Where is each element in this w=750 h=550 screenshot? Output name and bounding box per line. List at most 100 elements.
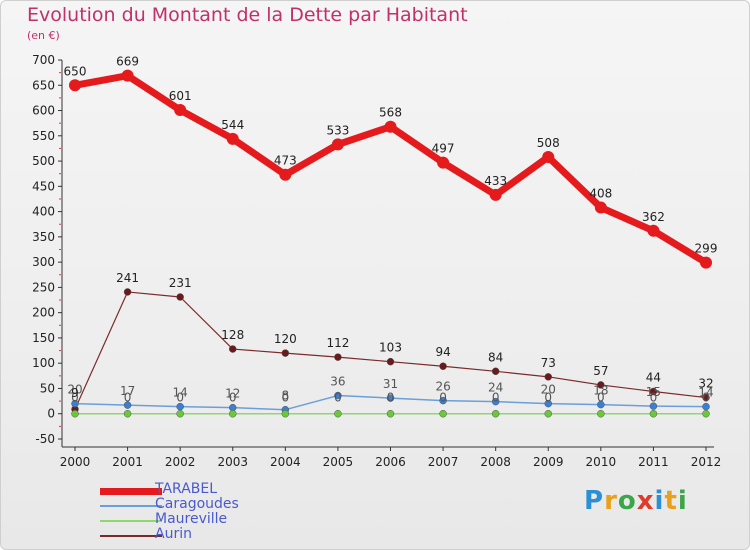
proxiti-logo: Proxiti: [584, 486, 688, 516]
data-point-tarabel: [489, 188, 502, 201]
x-tick-label: 2009: [533, 455, 564, 469]
data-label-tarabel: 601: [169, 89, 192, 103]
data-point-maureville: [386, 409, 395, 418]
x-tick-label: 2002: [165, 455, 196, 469]
data-point-aurin: [334, 353, 342, 361]
logo-letter: o: [617, 486, 637, 516]
data-point-maureville: [71, 409, 79, 418]
logo-letter: i: [677, 486, 688, 516]
data-label-aurin: 120: [274, 332, 297, 346]
data-label-tarabel: 433: [484, 174, 507, 188]
data-point-caragoudes: [386, 394, 395, 402]
data-label-aurin: 57: [593, 364, 608, 378]
data-point-tarabel: [542, 151, 555, 164]
y-tick-label: 450: [32, 179, 55, 193]
data-label-caragoudes: 14: [698, 386, 713, 400]
data-point-aurin: [281, 349, 290, 357]
data-point-aurin: [597, 381, 605, 389]
data-point-tarabel: [331, 138, 344, 151]
data-point-aurin: [439, 362, 447, 370]
data-label-tarabel: 362: [642, 210, 665, 224]
data-label-aurin: 231: [169, 276, 192, 290]
y-tick-label: 250: [32, 280, 55, 294]
series-line-tarabel: [71, 72, 710, 267]
data-label-maureville: 0: [597, 391, 605, 405]
y-tick-label: 300: [32, 255, 55, 269]
chart-title: Evolution du Montant de la Dette par Hab…: [27, 4, 468, 26]
y-tick-label: -50: [35, 432, 55, 446]
y-tick-label: 500: [32, 154, 55, 168]
data-point-caragoudes: [649, 402, 658, 410]
data-label-caragoudes: 20: [67, 383, 82, 397]
data-label-tarabel: 568: [379, 106, 402, 120]
y-tick-label: 50: [40, 381, 55, 395]
data-point-maureville: [491, 409, 500, 418]
data-label-maureville: 0: [492, 391, 500, 405]
data-point-caragoudes: [334, 391, 342, 400]
data-label-caragoudes: 31: [383, 377, 398, 391]
data-point-tarabel: [437, 156, 450, 169]
data-label-tarabel: 497: [432, 142, 455, 156]
data-point-maureville: [649, 409, 658, 418]
data-label-aurin: 9: [71, 386, 79, 400]
data-point-tarabel: [69, 79, 81, 92]
x-tick-label: 2008: [480, 455, 511, 469]
y-tick-label: 200: [32, 306, 55, 320]
data-label-aurin: 241: [116, 271, 139, 285]
x-tick-label: 2004: [270, 455, 301, 469]
data-label-maureville: 0: [334, 391, 342, 405]
data-label-tarabel: 473: [274, 154, 297, 168]
logo-letter: i: [654, 486, 665, 516]
logo-letter: t: [664, 486, 678, 516]
logo-letter: P: [584, 486, 605, 516]
data-label-tarabel: 544: [221, 118, 244, 132]
data-label-aurin: 73: [541, 356, 556, 370]
data-label-caragoudes: 14: [173, 386, 188, 400]
x-tick-label: 2010: [586, 455, 617, 469]
x-tick-label: 2012: [691, 455, 722, 469]
data-point-tarabel: [647, 224, 660, 237]
data-label-tarabel: 533: [326, 123, 349, 137]
x-tick-label: 2001: [112, 455, 143, 469]
legend-label: TARABEL: [155, 481, 218, 497]
x-tick-label: 2000: [60, 455, 91, 469]
y-tick-label: 100: [32, 356, 55, 370]
data-label-caragoudes: 18: [593, 384, 608, 398]
data-point-caragoudes: [544, 399, 552, 408]
data-point-aurin: [544, 373, 552, 381]
legend-label: Aurin: [155, 526, 192, 542]
data-point-aurin: [176, 293, 184, 301]
data-point-maureville: [123, 409, 132, 418]
data-point-caragoudes: [71, 399, 79, 408]
data-label-caragoudes: 36: [330, 375, 345, 389]
data-point-maureville: [544, 409, 552, 418]
data-point-aurin: [229, 345, 237, 353]
legend-label: Maureville: [155, 511, 228, 527]
data-label-aurin: 103: [379, 341, 402, 355]
data-point-caragoudes: [597, 400, 605, 409]
data-point-maureville: [334, 409, 342, 418]
data-label-tarabel: 299: [695, 242, 718, 256]
legend-swatch: [100, 520, 162, 522]
legend-swatch: [100, 535, 162, 537]
data-label-aurin: 94: [435, 345, 450, 359]
x-tick-label: 2005: [323, 455, 354, 469]
data-point-tarabel: [594, 201, 607, 214]
data-label-tarabel: 669: [116, 55, 139, 69]
data-point-aurin: [649, 387, 658, 396]
data-label-maureville: 0: [650, 391, 658, 405]
y-tick-label: 650: [32, 78, 55, 92]
chart-unit-label: (en €): [27, 29, 60, 42]
data-label-maureville: 0: [229, 391, 237, 405]
data-point-maureville: [439, 409, 447, 418]
data-label-tarabel: 508: [537, 136, 560, 150]
data-label-aurin: 112: [326, 336, 349, 350]
data-point-aurin: [491, 367, 500, 376]
data-point-maureville: [597, 409, 605, 418]
data-point-tarabel: [174, 104, 187, 117]
data-point-tarabel: [226, 132, 239, 145]
legend-swatch: [100, 487, 162, 495]
logo-letter: x: [636, 486, 655, 516]
legend-swatch: [100, 505, 162, 507]
data-point-tarabel: [121, 69, 134, 82]
